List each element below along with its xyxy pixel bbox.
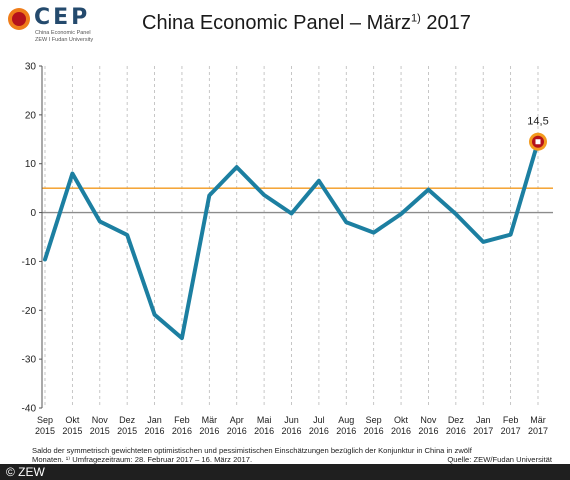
x-tick-label-month: Apr: [230, 415, 244, 425]
chart-title-main: China Economic Panel – März: [142, 12, 412, 34]
x-tick-label-year: 2016: [418, 426, 438, 436]
x-tick-label-month: Feb: [503, 415, 519, 425]
x-tick-label-year: 2016: [336, 426, 356, 436]
x-tick-label-month: Jul: [313, 415, 325, 425]
y-tick-label: 10: [25, 159, 37, 170]
last-point-label: 14,5: [527, 116, 548, 128]
y-tick-labels: 30 20 10 0 -10 -20 -30 -40: [22, 62, 37, 415]
x-tick-label-month: Jan: [476, 415, 491, 425]
chart-title: China Economic Panel – März1) 2017: [142, 12, 471, 35]
y-tick-label: -40: [22, 404, 37, 415]
logo-text: CEP: [34, 5, 91, 30]
cep-logo: CEP China Economic Panel ZEW I Fudan Uni…: [8, 5, 128, 46]
x-tick-label-month: Jun: [284, 415, 299, 425]
bottom-bar: © ZEW: [0, 464, 570, 480]
x-tick-label-month: Feb: [174, 415, 190, 425]
y-tick-label: -30: [22, 355, 37, 366]
y-tick-label: -20: [22, 306, 37, 317]
x-tick-label-month: Okt: [65, 415, 80, 425]
last-point-marker-center: [535, 139, 541, 145]
x-tick-label-month: Sep: [366, 415, 382, 425]
x-tick-label-month: Jan: [147, 415, 162, 425]
annotation-layer: 14,5: [527, 116, 549, 151]
x-tick-label-month: Aug: [338, 415, 354, 425]
x-tick-label-month: Dez: [448, 415, 465, 425]
x-tick-label-month: Sep: [37, 415, 53, 425]
x-tick-label-month: Mär: [530, 415, 546, 425]
source-label: Quelle: ZEW/Fudan Universität: [447, 455, 552, 464]
x-tick-label-year: 2015: [35, 426, 55, 436]
x-tick-label-month: Mär: [202, 415, 218, 425]
grid-lines: [44, 66, 539, 408]
y-tick-label: 0: [30, 208, 36, 219]
x-tick-label-year: 2016: [446, 426, 466, 436]
x-tick-label-year: 2017: [501, 426, 521, 436]
logo-subtitle-partners: ZEW I Fudan University: [35, 37, 94, 43]
y-axis: [39, 65, 43, 409]
series-line: [43, 139, 540, 341]
x-tick-label-year: 2016: [199, 426, 219, 436]
reference-lines: [42, 187, 553, 214]
x-tick-label-year: 2016: [172, 426, 192, 436]
x-tick-label-month: Nov: [92, 415, 109, 425]
copyright: © ZEW: [6, 465, 45, 479]
x-tick-label-year: 2016: [364, 426, 384, 436]
footnote: Saldo der symmetrisch gewichteten optimi…: [32, 446, 552, 464]
x-tick-label-month: Nov: [420, 415, 437, 425]
x-tick-label-year: 2016: [309, 426, 329, 436]
x-tick-label-month: Okt: [394, 415, 409, 425]
series-layer: [43, 139, 540, 341]
footnote-line-2: Monaten. ¹⁾ Umfragezeitraum: 28. Februar…: [32, 455, 253, 464]
footnote-line-1: Saldo der symmetrisch gewichteten optimi…: [32, 446, 472, 455]
x-tick-label-year: 2016: [145, 426, 165, 436]
x-tick-label-month: Mai: [257, 415, 272, 425]
x-tick-label-year: 2016: [254, 426, 274, 436]
y-tick-label: 30: [25, 62, 37, 73]
x-tick-label-year: 2016: [227, 426, 247, 436]
x-tick-labels: Sep2015Okt2015Nov2015Dez2015Jan2016Feb20…: [35, 415, 548, 436]
chart-title-footnote-mark: 1): [411, 12, 421, 25]
x-tick-label-year: 2015: [90, 426, 110, 436]
cep-logo-icon: [8, 8, 30, 30]
x-tick-label-year: 2016: [281, 426, 301, 436]
x-tick-label-year: 2017: [528, 426, 548, 436]
y-tick-label: 20: [25, 110, 37, 121]
x-tick-label-year: 2016: [391, 426, 411, 436]
logo-subtitle: China Economic Panel: [35, 30, 91, 36]
chart-title-year: 2017: [420, 12, 471, 34]
y-tick-label: -10: [22, 257, 37, 268]
x-tick-label-year: 2015: [62, 426, 82, 436]
x-tick-label-year: 2015: [117, 426, 137, 436]
x-tick-label-month: Dez: [119, 415, 136, 425]
x-tick-label-year: 2017: [473, 426, 493, 436]
